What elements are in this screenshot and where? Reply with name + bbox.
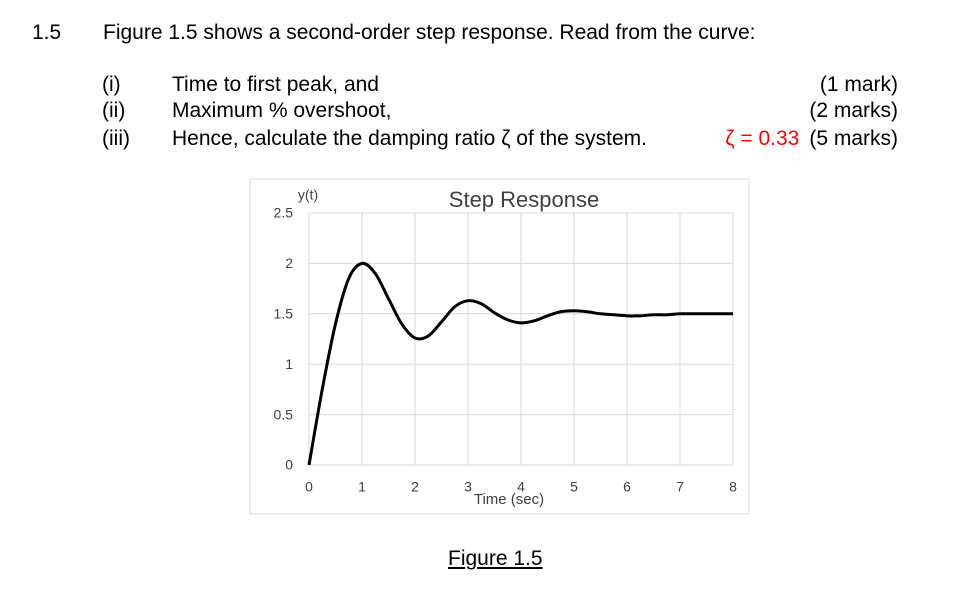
question-text: Figure 1.5 shows a second-order step res… (103, 21, 756, 44)
x-tick-label: 3 (464, 479, 472, 495)
y-tick-label: 1.5 (274, 306, 294, 322)
y-tick-label: 0.5 (274, 406, 294, 422)
item-text: Maximum % overshoot, (172, 99, 392, 122)
x-tick-label: 1 (358, 479, 366, 495)
x-tick-label: 7 (676, 479, 684, 495)
item-label: (iii) (102, 127, 130, 150)
y-tick-label: 1 (285, 356, 293, 372)
item-text: Time to first peak, and (172, 73, 379, 96)
item-label: (ii) (102, 99, 126, 122)
y-tick-label: 2.5 (274, 205, 294, 221)
x-tick-label: 8 (729, 479, 737, 495)
y-axis-label: y(t) (298, 187, 318, 203)
chart-title: Step Response (449, 187, 599, 212)
x-tick-label: 2 (411, 479, 419, 495)
item-right: (1 mark) (820, 74, 898, 95)
item-answer: ζ = 0.33 (725, 127, 800, 150)
chart-frame (249, 178, 750, 515)
x-axis-label: Time (sec) (474, 491, 544, 508)
line-series (307, 261, 733, 466)
y-tick-label: 2 (285, 255, 293, 271)
x-tick-label: 5 (570, 479, 578, 495)
x-tick-label: 0 (305, 479, 313, 495)
item-marks: (5 marks) (809, 127, 898, 150)
item-right: (2 marks) (809, 100, 898, 121)
item-marks: (1 mark) (819, 73, 898, 96)
y-tick-label: 0 (285, 457, 293, 473)
item-text: Hence, calculate the damping ratio ζ of … (172, 127, 648, 150)
x-tick-label: 4 (517, 479, 525, 495)
x-tick-label: 6 (623, 479, 631, 495)
item-label: (i) (102, 73, 121, 96)
question-number: 1.5 (32, 21, 62, 44)
figure-caption: Figure 1.5 (448, 547, 543, 570)
item-marks: (2 marks) (809, 99, 898, 122)
item-right: ζ = 0.33 (5 marks) (725, 128, 898, 149)
